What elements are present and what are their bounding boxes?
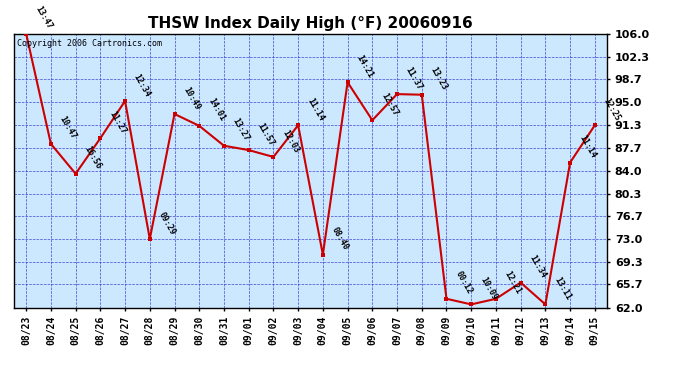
Text: 12:57: 12:57 <box>380 91 400 117</box>
Text: 10:49: 10:49 <box>181 85 201 111</box>
Text: 10:09: 10:09 <box>478 276 498 302</box>
Text: 13:47: 13:47 <box>33 5 53 31</box>
Text: 11:34: 11:34 <box>528 254 548 280</box>
Text: 11:14: 11:14 <box>305 96 326 122</box>
Text: 13:23: 13:23 <box>428 66 449 92</box>
Text: 13:27: 13:27 <box>231 117 251 143</box>
Text: Copyright 2006 Cartronics.com: Copyright 2006 Cartronics.com <box>17 39 161 48</box>
Text: 12:34: 12:34 <box>132 72 152 98</box>
Text: 12:25: 12:25 <box>602 96 622 122</box>
Text: 08:40: 08:40 <box>330 226 350 252</box>
Text: 12:21: 12:21 <box>503 270 523 296</box>
Text: 11:37: 11:37 <box>404 65 424 92</box>
Text: 11:27: 11:27 <box>107 110 128 135</box>
Text: 09:29: 09:29 <box>157 210 177 236</box>
Title: THSW Index Daily High (°F) 20060916: THSW Index Daily High (°F) 20060916 <box>148 16 473 31</box>
Text: 00:12: 00:12 <box>453 270 474 296</box>
Text: 14:01: 14:01 <box>206 97 226 123</box>
Text: 16:56: 16:56 <box>83 145 103 171</box>
Text: 14:21: 14:21 <box>355 53 375 80</box>
Text: 12:03: 12:03 <box>280 128 301 154</box>
Text: 11:14: 11:14 <box>577 134 598 160</box>
Text: 10:47: 10:47 <box>58 115 78 141</box>
Text: 11:57: 11:57 <box>255 121 276 147</box>
Text: 13:11: 13:11 <box>552 276 573 302</box>
